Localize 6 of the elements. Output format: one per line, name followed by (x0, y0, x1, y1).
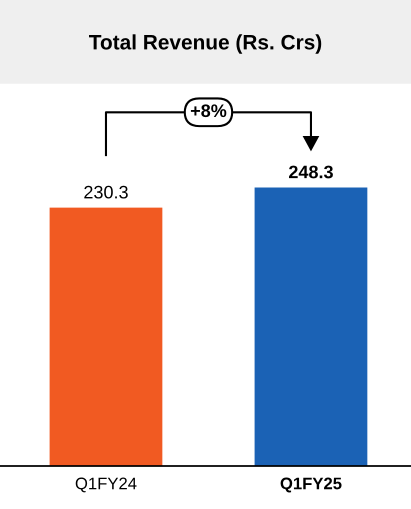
x-tick-label: Q1FY24 (76, 478, 137, 492)
data-label: 248.3 (289, 166, 333, 178)
text: +8% (190, 104, 226, 118)
data-label: 230.3 (84, 186, 128, 199)
chart-title: Total Revenue (Rs. Crs) (89, 34, 322, 54)
x-tick-label: Q1FY25 (280, 478, 342, 492)
